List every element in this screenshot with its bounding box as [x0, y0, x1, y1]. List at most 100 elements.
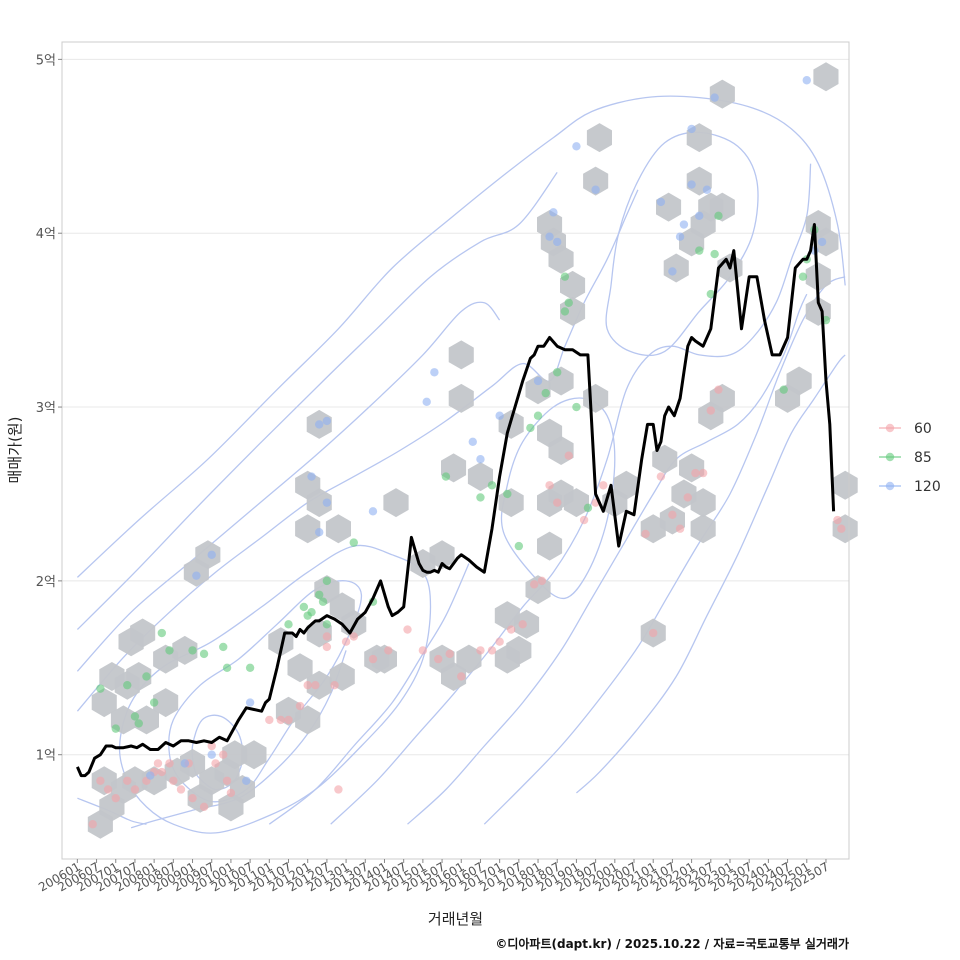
- point-size-60: [691, 468, 700, 478]
- point-size-85: [142, 672, 151, 681]
- point-size-60: [130, 785, 140, 794]
- point-size-120: [468, 437, 477, 447]
- hexbin-cell: [656, 192, 682, 222]
- point-size-60: [403, 625, 412, 634]
- hexbin-cell: [295, 705, 321, 735]
- hexbin-cell: [583, 166, 609, 196]
- point-size-60: [714, 385, 723, 394]
- density-contour: [130, 650, 347, 829]
- point-size-60: [211, 759, 220, 768]
- point-size-120: [307, 472, 316, 481]
- hexbin-cell: [383, 488, 409, 518]
- legend: 60 85 120: [879, 421, 941, 495]
- point-size-60: [322, 642, 332, 652]
- hexbin-cell: [429, 540, 455, 570]
- point-size-60: [157, 767, 167, 777]
- point-size-60: [445, 649, 454, 659]
- point-size-60: [418, 646, 428, 655]
- point-size-120: [368, 507, 378, 516]
- point-size-60: [434, 654, 443, 664]
- point-size-60: [276, 715, 286, 725]
- point-size-120: [702, 185, 712, 194]
- density-contour: [76, 189, 639, 712]
- point-size-60: [649, 628, 658, 638]
- point-size-85: [779, 385, 788, 394]
- point-size-120: [710, 93, 719, 102]
- hexbin-cell: [537, 210, 563, 239]
- y-axis-title: 매매가(원): [6, 417, 24, 484]
- point-size-60: [457, 672, 466, 681]
- hexbin-cell: [130, 618, 156, 648]
- point-size-120: [476, 454, 485, 464]
- point-size-85: [349, 538, 358, 547]
- point-size-60: [506, 625, 516, 634]
- point-size-120: [322, 416, 332, 426]
- hexbin-cell: [325, 514, 351, 544]
- density-contour: [76, 301, 501, 672]
- point-size-85: [441, 472, 451, 481]
- hexbin-cell: [126, 662, 152, 691]
- point-size-85: [476, 493, 485, 502]
- trend-line-layer: [76, 223, 836, 778]
- hexbin-cell: [586, 123, 612, 153]
- point-size-60: [96, 776, 105, 785]
- point-size-120: [695, 211, 704, 221]
- point-size-120: [553, 237, 562, 247]
- point-size-60: [833, 515, 842, 525]
- point-size-85: [572, 402, 581, 412]
- plot-frame: [61, 41, 850, 860]
- point-size-85: [564, 298, 573, 307]
- hexbin-cell: [287, 653, 313, 683]
- legend-dot-120: [885, 481, 895, 491]
- hexbin-cell: [222, 740, 248, 770]
- hexbin-cell: [295, 514, 321, 544]
- point-size-60: [368, 654, 378, 664]
- point-size-85: [553, 368, 562, 377]
- point-size-60: [476, 646, 485, 655]
- point-size-85: [322, 576, 332, 586]
- y-tick-label: 5억: [36, 53, 56, 68]
- scatter-points: [88, 76, 846, 829]
- legend-label-60: 60: [914, 421, 932, 437]
- legend-item-120: 120: [879, 479, 941, 495]
- hexbin-cell: [153, 688, 179, 718]
- point-size-120: [687, 180, 696, 189]
- hexbin-cell: [652, 444, 678, 474]
- point-size-85: [165, 646, 174, 655]
- point-size-85: [710, 249, 719, 259]
- point-size-60: [295, 701, 305, 711]
- density-contour: [605, 131, 759, 356]
- hexbin-cell: [494, 601, 520, 631]
- point-size-60: [188, 793, 197, 803]
- point-size-85: [315, 590, 324, 599]
- point-size-85: [284, 620, 293, 629]
- point-size-60: [153, 759, 163, 768]
- density-contour: [407, 293, 808, 825]
- point-size-120: [315, 420, 324, 429]
- hexbin-cell: [613, 470, 639, 500]
- point-size-60: [311, 680, 320, 690]
- hexbin-cell: [671, 479, 697, 509]
- point-size-60: [330, 680, 339, 690]
- point-size-85: [134, 719, 143, 728]
- point-size-60: [284, 715, 293, 725]
- point-size-60: [518, 620, 527, 629]
- point-size-85: [526, 423, 535, 433]
- point-size-120: [668, 267, 677, 276]
- point-size-60: [599, 481, 608, 490]
- hexbin-cell: [456, 644, 482, 674]
- point-size-120: [802, 76, 811, 85]
- hexbin-cell: [548, 244, 574, 274]
- point-size-120: [422, 397, 431, 407]
- point-size-60: [349, 632, 358, 641]
- point-size-85: [199, 649, 209, 659]
- point-size-85: [322, 620, 332, 629]
- density-contour: [168, 580, 363, 803]
- density-contour: [330, 163, 812, 825]
- point-size-120: [656, 197, 666, 207]
- hexbin-cell: [537, 531, 563, 561]
- density-contour: [500, 397, 616, 600]
- point-size-120: [192, 571, 201, 580]
- point-size-60: [837, 524, 846, 533]
